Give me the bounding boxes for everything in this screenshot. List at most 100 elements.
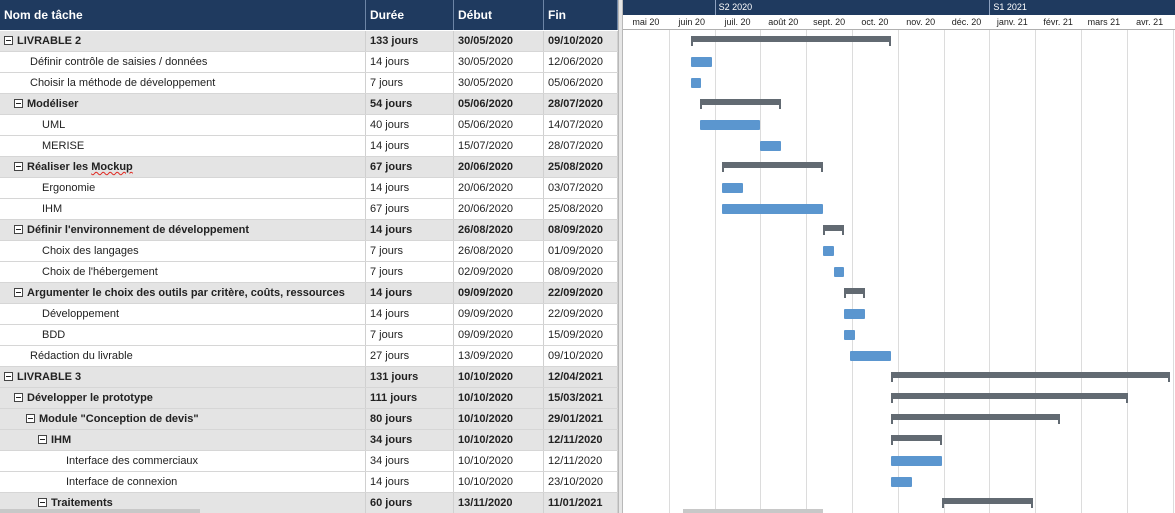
summary-bar[interactable] [722,162,823,172]
collapse-toggle-icon[interactable] [38,498,47,507]
task-duration-cell[interactable]: 60 jours [366,493,454,513]
task-name-cell[interactable]: Définir l'environnement de développement [0,220,366,240]
task-row[interactable]: UML 40 jours 05/06/2020 14/07/2020 [0,115,618,136]
task-bar[interactable] [722,183,743,193]
task-start-cell[interactable]: 10/10/2020 [454,388,544,408]
collapse-toggle-icon[interactable] [14,225,23,234]
task-end-cell[interactable]: 25/08/2020 [544,199,618,219]
task-name-cell[interactable]: Modéliser [0,94,366,114]
task-bar[interactable] [823,246,834,256]
task-name-cell[interactable]: LIVRABLE 2 [0,31,366,51]
task-start-cell[interactable]: 20/06/2020 [454,178,544,198]
task-start-cell[interactable]: 10/10/2020 [454,451,544,471]
task-row[interactable]: Développer le prototype 111 jours 10/10/20… [0,388,618,409]
task-name-cell[interactable]: Développement [0,304,366,324]
task-name-cell[interactable]: Module "Conception de devis" [0,409,366,429]
task-bar[interactable] [722,204,823,214]
task-end-cell[interactable]: 09/10/2020 [544,31,618,51]
task-name-cell[interactable]: Définir contrôle de saisies / données [0,52,366,72]
summary-bar[interactable] [891,435,942,445]
task-duration-cell[interactable]: 67 jours [366,157,454,177]
task-end-cell[interactable]: 28/07/2020 [544,94,618,114]
task-end-cell[interactable]: 14/07/2020 [544,115,618,135]
task-duration-cell[interactable]: 14 jours [366,220,454,240]
task-start-cell[interactable]: 10/10/2020 [454,367,544,387]
column-header-duration[interactable]: Durée [366,0,454,30]
summary-bar[interactable] [942,498,1033,508]
task-end-cell[interactable]: 28/07/2020 [544,136,618,156]
task-name-cell[interactable]: Choisir la méthode de développement [0,73,366,93]
task-end-cell[interactable]: 08/09/2020 [544,220,618,240]
task-end-cell[interactable]: 12/06/2020 [544,52,618,72]
task-row[interactable]: Réaliser les Mockup 67 jours 20/06/2020 25/… [0,157,618,178]
task-row[interactable]: Définir contrôle de saisies / données 14 … [0,52,618,73]
task-bar[interactable] [691,57,712,67]
task-duration-cell[interactable]: 14 jours [366,472,454,492]
task-row[interactable]: Choix des langages 7 jours 26/08/2020 01/09… [0,241,618,262]
task-name-cell[interactable]: Traitements [0,493,366,513]
task-name-cell[interactable]: Réaliser les Mockup [0,157,366,177]
task-duration-cell[interactable]: 131 jours [366,367,454,387]
task-duration-cell[interactable]: 14 jours [366,283,454,303]
task-duration-cell[interactable]: 7 jours [366,262,454,282]
task-end-cell[interactable]: 09/10/2020 [544,346,618,366]
task-row[interactable]: LIVRABLE 3 131 jours 10/10/2020 12/04/2021 [0,367,618,388]
task-start-cell[interactable]: 13/11/2020 [454,493,544,513]
task-start-cell[interactable]: 20/06/2020 [454,199,544,219]
task-start-cell[interactable]: 10/10/2020 [454,430,544,450]
task-row[interactable]: Choix de l'hébergement 7 jours 02/09/2020 0… [0,262,618,283]
task-start-cell[interactable]: 09/09/2020 [454,325,544,345]
task-start-cell[interactable]: 30/05/2020 [454,73,544,93]
summary-bar[interactable] [691,36,891,46]
task-row[interactable]: Définir l'environnement de développement… [0,220,618,241]
task-duration-cell[interactable]: 80 jours [366,409,454,429]
task-name-cell[interactable]: Rédaction du livrable [0,346,366,366]
task-duration-cell[interactable]: 27 jours [366,346,454,366]
task-row[interactable]: Rédaction du livrable 27 jours 13/09/2020 0… [0,346,618,367]
task-row[interactable]: IHM 67 jours 20/06/2020 25/08/2020 [0,199,618,220]
task-start-cell[interactable]: 05/06/2020 [454,94,544,114]
task-name-cell[interactable]: Argumenter le choix des outils par critè… [0,283,366,303]
task-start-cell[interactable]: 10/10/2020 [454,472,544,492]
task-duration-cell[interactable]: 7 jours [366,325,454,345]
task-start-cell[interactable]: 26/08/2020 [454,241,544,261]
task-duration-cell[interactable]: 7 jours [366,73,454,93]
task-duration-cell[interactable]: 34 jours [366,430,454,450]
task-bar[interactable] [891,477,912,487]
task-end-cell[interactable]: 01/09/2020 [544,241,618,261]
task-duration-cell[interactable]: 34 jours [366,451,454,471]
grid-horizontal-scrollbar[interactable] [0,509,200,513]
task-name-cell[interactable]: LIVRABLE 3 [0,367,366,387]
collapse-toggle-icon[interactable] [26,414,35,423]
summary-bar[interactable] [891,372,1170,382]
task-end-cell[interactable]: 08/09/2020 [544,262,618,282]
task-row[interactable]: Interface de connexion 14 jours 10/10/2020… [0,472,618,493]
collapse-toggle-icon[interactable] [14,162,23,171]
task-row[interactable]: BDD 7 jours 09/09/2020 15/09/2020 [0,325,618,346]
summary-bar[interactable] [700,99,781,109]
task-start-cell[interactable]: 09/09/2020 [454,304,544,324]
summary-bar[interactable] [844,288,865,298]
task-row[interactable]: Module "Conception de devis" 80 jours 10/1… [0,409,618,430]
task-duration-cell[interactable]: 14 jours [366,178,454,198]
task-duration-cell[interactable]: 54 jours [366,94,454,114]
task-duration-cell[interactable]: 133 jours [366,31,454,51]
task-name-cell[interactable]: Interface de connexion [0,472,366,492]
task-bar[interactable] [844,330,855,340]
task-name-cell[interactable]: BDD [0,325,366,345]
task-name-cell[interactable]: MERISE [0,136,366,156]
task-duration-cell[interactable]: 7 jours [366,241,454,261]
task-name-cell[interactable]: Ergonomie [0,178,366,198]
task-row[interactable]: Modéliser 54 jours 05/06/2020 28/07/2020 [0,94,618,115]
task-bar[interactable] [850,351,891,361]
collapse-toggle-icon[interactable] [14,393,23,402]
task-start-cell[interactable]: 15/07/2020 [454,136,544,156]
task-row[interactable]: MERISE 14 jours 15/07/2020 28/07/2020 [0,136,618,157]
task-start-cell[interactable]: 26/08/2020 [454,220,544,240]
task-duration-cell[interactable]: 14 jours [366,52,454,72]
task-end-cell[interactable]: 05/06/2020 [544,73,618,93]
task-duration-cell[interactable]: 14 jours [366,304,454,324]
task-start-cell[interactable]: 09/09/2020 [454,283,544,303]
task-name-cell[interactable]: Interface des commerciaux [0,451,366,471]
collapse-toggle-icon[interactable] [38,435,47,444]
